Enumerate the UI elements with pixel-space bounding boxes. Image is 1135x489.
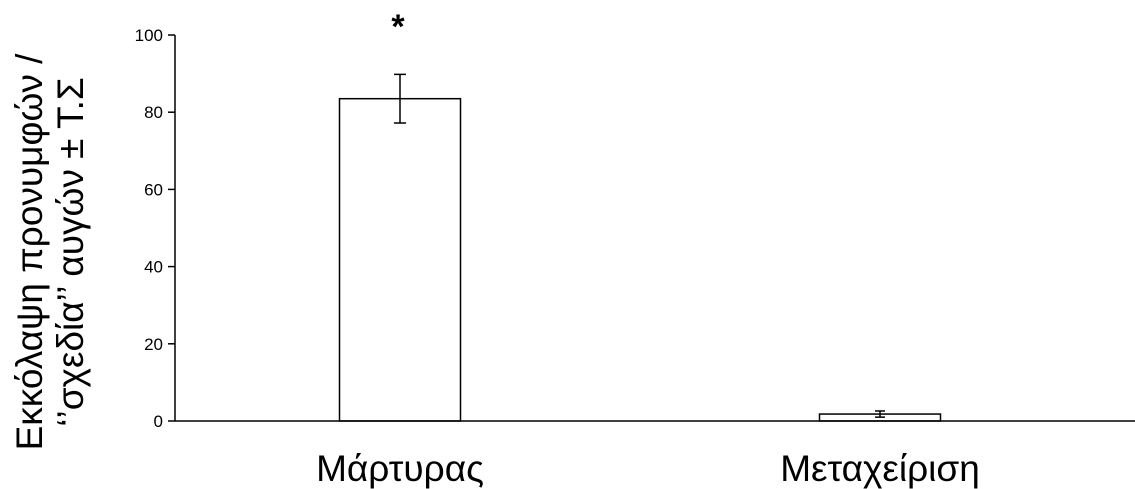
bars: *: [338, 8, 942, 422]
x-category-label-1: Μάρτυρας: [316, 448, 484, 489]
y-tick-label-40: 40: [144, 258, 163, 277]
y-axis-title-line-2: ‘’σχεδία’’ αυγών ± Τ.Σ: [50, 77, 91, 426]
y-tick-label-80: 80: [144, 103, 163, 122]
y-tick-label-100: 100: [135, 26, 163, 45]
y-axis-title: Εκκόλαψη προνυμφών / ‘’σχεδία’’ αυγών ± …: [9, 53, 91, 451]
bar-1: [338, 97, 462, 422]
y-axis-title-line-1: Εκκόλαψη προνυμφών /: [9, 53, 50, 451]
x-axis-labels: Μάρτυρας Μεταχείριση: [316, 448, 980, 489]
y-tick-label-0: 0: [154, 412, 163, 431]
x-category-label-2: Μεταχείριση: [780, 448, 980, 489]
y-tick-label-20: 20: [144, 335, 163, 354]
y-tick-label-60: 60: [144, 180, 163, 199]
significance-marker-1: *: [391, 8, 405, 46]
y-axis: 0 20 40 60 80 100: [135, 26, 176, 431]
